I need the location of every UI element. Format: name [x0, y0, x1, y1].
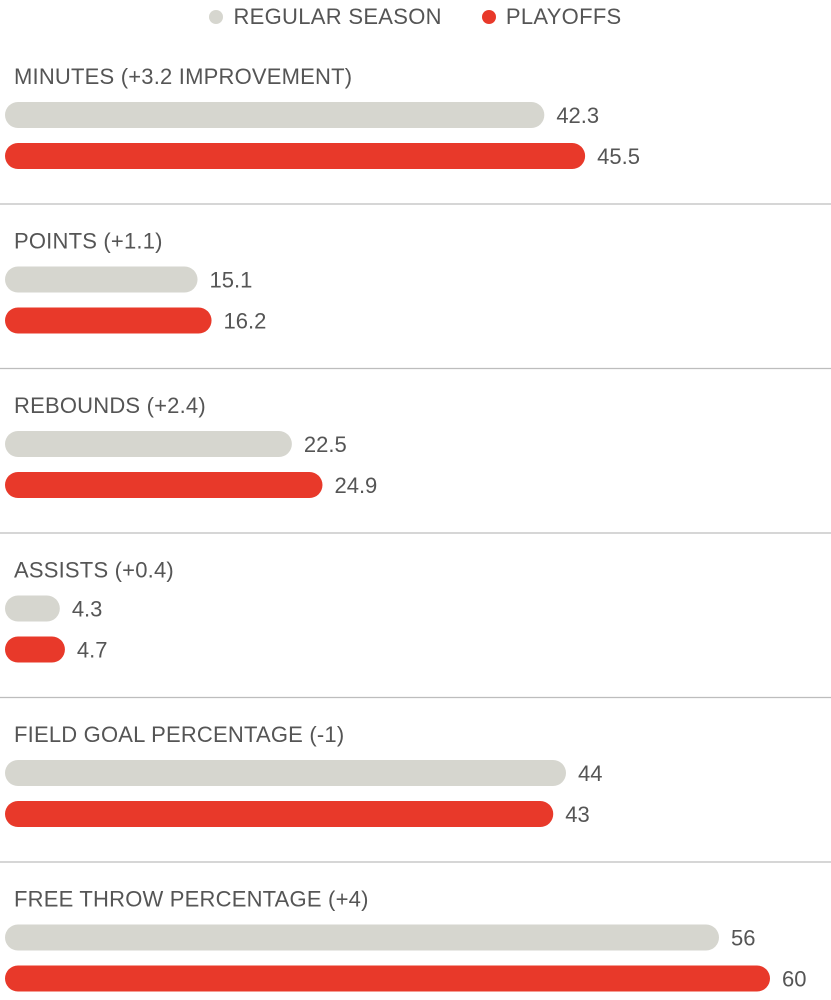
bar-playoffs [5, 472, 323, 498]
legend-item-playoffs: PLAYOFFS [481, 4, 622, 30]
bar-regular-season [5, 760, 566, 786]
bar-playoffs [5, 636, 65, 663]
value-label-regular-season: 4.3 [72, 597, 103, 622]
legend-label-regular-season: REGULAR SEASON [233, 4, 442, 29]
value-label-regular-season: 56 [731, 926, 755, 951]
bar-playoffs [5, 965, 770, 992]
bar-regular-season [5, 102, 545, 128]
legend-dot-regular-icon [209, 10, 224, 24]
chart-legend: REGULAR SEASON PLAYOFFS [0, 0, 831, 34]
category-title: REBOUNDS (+2.4) [14, 393, 206, 418]
bar-regular-season [5, 431, 292, 457]
value-label-regular-season: 44 [578, 761, 602, 786]
bar-regular-season [5, 924, 719, 951]
category-title: MINUTES (+3.2 IMPROVEMENT) [14, 64, 352, 89]
legend-label-playoffs: PLAYOFFS [505, 4, 622, 29]
value-label-playoffs: 16.2 [224, 309, 267, 334]
value-label-playoffs: 60 [782, 967, 806, 992]
bar-regular-season [5, 595, 60, 622]
value-label-regular-season: 42.3 [556, 103, 599, 128]
category-title: POINTS (+1.1) [14, 229, 163, 254]
bar-regular-season [5, 266, 198, 293]
legend-item-regular-season: REGULAR SEASON [209, 4, 442, 30]
bar-playoffs [5, 307, 212, 334]
value-label-playoffs: 24.9 [334, 473, 377, 498]
value-label-regular-season: 22.5 [304, 432, 347, 457]
category-title: FIELD GOAL PERCENTAGE (-1) [14, 722, 344, 747]
value-label-playoffs: 45.5 [597, 144, 640, 169]
value-label-playoffs: 4.7 [77, 638, 108, 663]
value-label-playoffs: 43 [565, 802, 589, 827]
category-title: FREE THROW PERCENTAGE (+4) [14, 887, 369, 912]
category-title: ASSISTS (+0.4) [14, 558, 174, 583]
bar-playoffs [5, 143, 586, 169]
value-label-regular-season: 15.1 [210, 268, 253, 293]
bar-playoffs [5, 801, 554, 827]
legend-dot-playoffs-icon [481, 10, 496, 24]
